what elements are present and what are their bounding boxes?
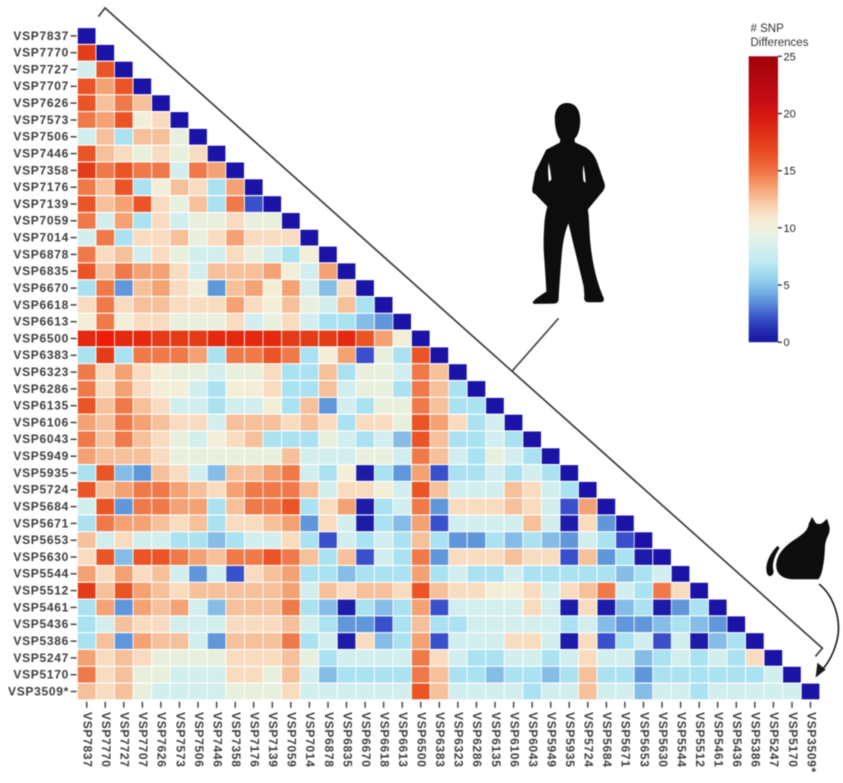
svg-text:VSP5949: VSP5949: [545, 712, 559, 768]
svg-text:VSP3509*: VSP3509*: [8, 684, 69, 698]
svg-text:VSP5724: VSP5724: [582, 712, 596, 768]
svg-text:VSP5247: VSP5247: [13, 651, 69, 665]
svg-text:VSP7573: VSP7573: [173, 712, 187, 768]
svg-text:VSP7707: VSP7707: [136, 712, 150, 768]
svg-text:VSP7358: VSP7358: [229, 712, 243, 768]
svg-text:VSP7770: VSP7770: [13, 46, 69, 60]
svg-text:VSP7176: VSP7176: [248, 712, 262, 768]
svg-text:VSP7837: VSP7837: [81, 712, 95, 768]
svg-text:VSP6618: VSP6618: [377, 712, 391, 768]
svg-text:5: 5: [784, 280, 790, 292]
svg-text:VSP7573: VSP7573: [13, 113, 69, 127]
svg-text:VSP6613: VSP6613: [396, 712, 410, 768]
svg-text:VSP6043: VSP6043: [13, 432, 69, 446]
svg-text:VSP6835: VSP6835: [340, 712, 354, 768]
svg-text:VSP6618: VSP6618: [13, 298, 69, 312]
svg-text:VSP7139: VSP7139: [13, 197, 69, 211]
svg-text:VSP5671: VSP5671: [13, 516, 69, 530]
svg-text:VSP5461: VSP5461: [712, 712, 726, 768]
svg-text:VSP6135: VSP6135: [489, 712, 503, 768]
svg-text:VSP7837: VSP7837: [13, 29, 69, 43]
svg-text:15: 15: [784, 166, 796, 178]
svg-text:Differences: Differences: [751, 37, 809, 49]
svg-text:VSP5653: VSP5653: [13, 533, 69, 547]
svg-text:VSP6383: VSP6383: [433, 712, 447, 768]
svg-text:VSP7506: VSP7506: [192, 712, 206, 768]
svg-text:VSP6670: VSP6670: [13, 281, 69, 295]
svg-text:# SNP: # SNP: [751, 23, 785, 35]
svg-text:VSP5247: VSP5247: [767, 712, 781, 768]
svg-text:VSP5684: VSP5684: [600, 712, 614, 768]
svg-text:VSP7707: VSP7707: [13, 79, 69, 93]
svg-text:VSP5630: VSP5630: [13, 550, 69, 564]
svg-text:VSP5630: VSP5630: [656, 712, 670, 768]
svg-text:VSP5461: VSP5461: [13, 600, 69, 614]
svg-text:VSP7506: VSP7506: [13, 130, 69, 144]
svg-text:VSP7727: VSP7727: [118, 712, 132, 768]
svg-text:VSP6043: VSP6043: [526, 712, 540, 768]
svg-text:VSP5170: VSP5170: [13, 668, 69, 682]
svg-text:VSP7446: VSP7446: [13, 147, 69, 161]
svg-text:VSP6670: VSP6670: [359, 712, 373, 768]
svg-text:VSP5544: VSP5544: [674, 712, 688, 768]
svg-text:VSP5512: VSP5512: [13, 584, 69, 598]
svg-text:VSP5436: VSP5436: [13, 617, 69, 631]
svg-text:VSP3509*: VSP3509*: [804, 712, 818, 773]
svg-text:VSP7059: VSP7059: [285, 712, 299, 768]
svg-text:VSP6878: VSP6878: [13, 247, 69, 261]
svg-text:VSP7770: VSP7770: [99, 712, 113, 768]
svg-text:VSP7059: VSP7059: [13, 214, 69, 228]
svg-text:VSP5436: VSP5436: [730, 712, 744, 768]
svg-text:VSP6135: VSP6135: [13, 399, 69, 413]
svg-text:VSP7727: VSP7727: [13, 62, 69, 76]
svg-text:VSP6323: VSP6323: [13, 365, 69, 379]
svg-text:VSP5949: VSP5949: [13, 449, 69, 463]
svg-text:VSP5935: VSP5935: [563, 712, 577, 768]
svg-text:VSP7626: VSP7626: [155, 712, 169, 768]
svg-text:VSP7014: VSP7014: [13, 231, 69, 245]
svg-text:VSP5935: VSP5935: [13, 466, 69, 480]
svg-text:25: 25: [784, 51, 796, 63]
svg-text:VSP5386: VSP5386: [749, 712, 763, 768]
svg-text:VSP6878: VSP6878: [322, 712, 336, 768]
svg-text:10: 10: [784, 223, 796, 235]
svg-text:0: 0: [784, 337, 790, 349]
svg-text:VSP7139: VSP7139: [266, 712, 280, 768]
svg-text:VSP7176: VSP7176: [13, 180, 69, 194]
svg-text:VSP6500: VSP6500: [13, 331, 69, 345]
svg-text:VSP7446: VSP7446: [210, 712, 224, 768]
svg-text:VSP6500: VSP6500: [415, 712, 429, 768]
svg-text:VSP5170: VSP5170: [786, 712, 800, 768]
svg-text:VSP5386: VSP5386: [13, 634, 69, 648]
svg-text:VSP5512: VSP5512: [693, 712, 707, 768]
svg-text:VSP7014: VSP7014: [303, 712, 317, 768]
svg-text:VSP6383: VSP6383: [13, 348, 69, 362]
svg-text:VSP7358: VSP7358: [13, 163, 69, 177]
svg-text:VSP7626: VSP7626: [13, 96, 69, 110]
svg-text:VSP6323: VSP6323: [452, 712, 466, 768]
svg-text:VSP5544: VSP5544: [13, 567, 69, 581]
svg-text:VSP5724: VSP5724: [13, 483, 69, 497]
svg-text:VSP6835: VSP6835: [13, 264, 69, 278]
svg-text:VSP6286: VSP6286: [470, 712, 484, 768]
svg-text:VSP5671: VSP5671: [619, 712, 633, 768]
svg-text:VSP5684: VSP5684: [13, 500, 69, 514]
svg-text:VSP5653: VSP5653: [637, 712, 651, 768]
svg-text:20: 20: [784, 109, 796, 121]
svg-text:VSP6106: VSP6106: [13, 415, 69, 429]
svg-text:VSP6286: VSP6286: [13, 382, 69, 396]
svg-text:VSP6106: VSP6106: [507, 712, 521, 768]
svg-text:VSP6613: VSP6613: [13, 315, 69, 329]
